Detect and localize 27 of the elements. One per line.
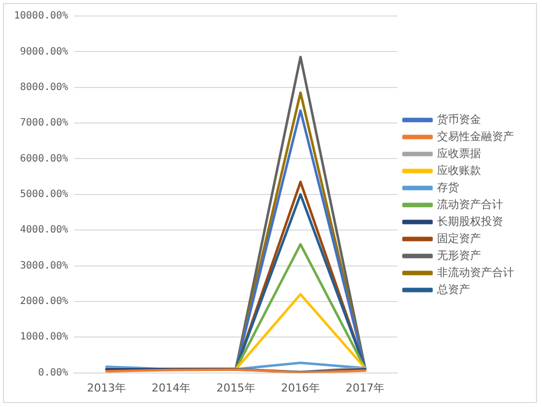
y-tick-label: 3000.00% [20, 260, 68, 272]
y-tick-label: 4000.00% [20, 224, 68, 236]
x-tick-label: 2017年 [346, 381, 385, 394]
y-tick-label: 10000.00% [14, 10, 68, 22]
y-tick-label: 6000.00% [20, 153, 68, 164]
legend-label: 总资产 [436, 282, 470, 296]
x-tick-label: 2015年 [216, 381, 256, 394]
legend-label: 无形资产 [437, 248, 481, 262]
legend-label: 存货 [437, 180, 459, 194]
legend-label: 交易性金融资产 [437, 130, 514, 143]
x-tick-label: 2014年 [152, 381, 191, 394]
y-tick-label: 5000.00% [20, 188, 68, 200]
y-tick-label: 9000.00% [20, 46, 68, 58]
legend-label: 长期股权投资 [437, 214, 503, 228]
y-tick-label: 2000.00% [20, 296, 68, 308]
y-tick-label: 0.00% [38, 367, 68, 378]
legend-label: 货币资金 [437, 112, 481, 126]
legend-label: 应收票据 [437, 146, 481, 160]
legend-label: 流动资产合计 [437, 198, 503, 211]
y-tick-label: 8000.00% [20, 82, 68, 93]
legend-label: 应收账款 [437, 164, 481, 177]
x-tick-label: 2013年 [87, 381, 126, 394]
legend-label: 非流动资产合计 [437, 266, 514, 279]
legend-label: 固定资产 [437, 232, 481, 245]
y-tick-label: 1000.00% [20, 332, 68, 343]
y-tick-label: 7000.00% [20, 118, 68, 129]
x-tick-label: 2016年 [281, 381, 320, 394]
